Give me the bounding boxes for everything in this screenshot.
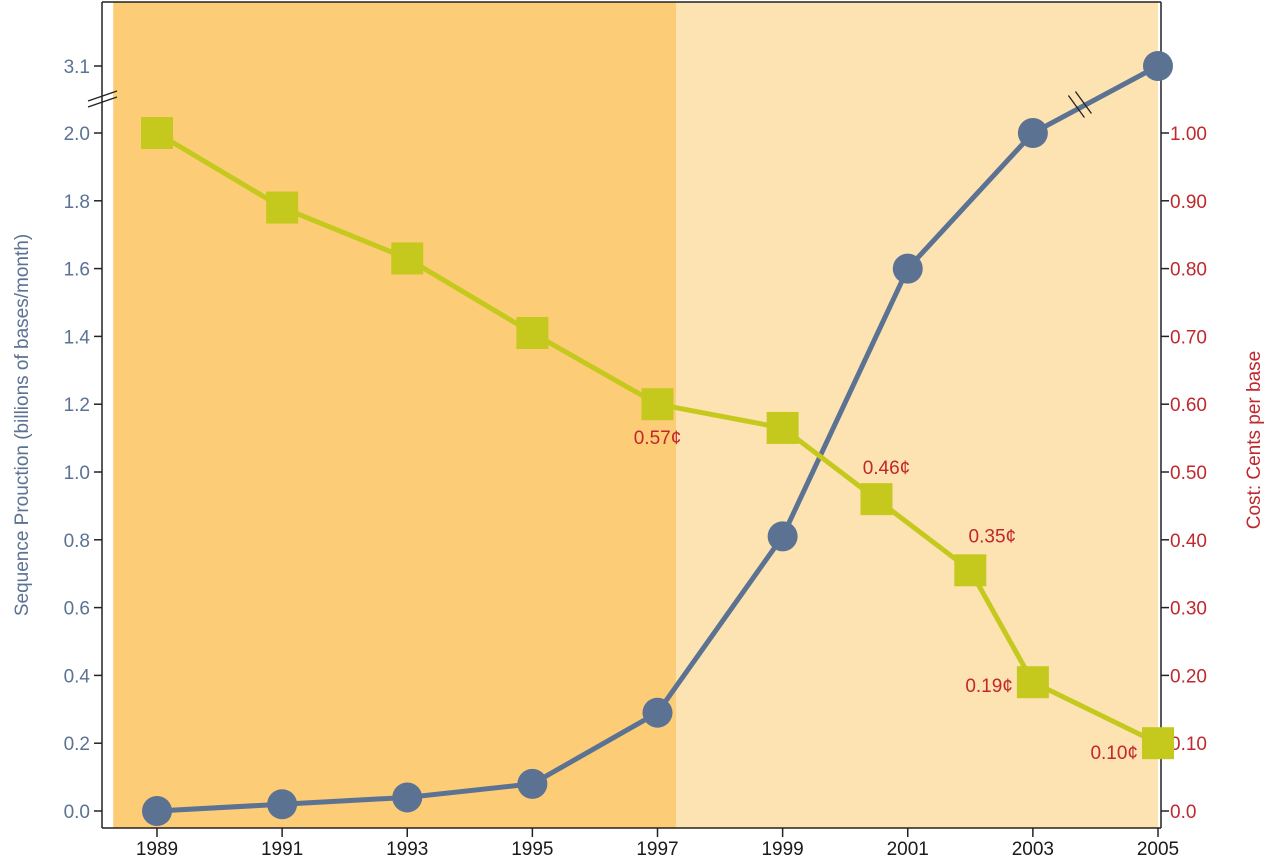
y-left-tick-label: 3.1 [64, 57, 90, 78]
cost-annotation: 0.46¢ [863, 458, 911, 479]
data-point [266, 191, 299, 224]
data-point [141, 117, 173, 149]
data-point [642, 697, 673, 728]
data-point [766, 411, 799, 444]
data-point [267, 789, 298, 820]
cost-annotation: 0.19¢ [965, 676, 1013, 697]
y-left-tick-label: 0.6 [64, 599, 90, 620]
data-point [767, 521, 798, 552]
series-layer [141, 51, 1174, 826]
y-left-tick-label: 0.2 [64, 734, 90, 755]
y-left-tick-label: 1.4 [64, 327, 91, 348]
labels-layer: 0.57¢ 0.46¢ 0.35¢ 0.19¢ 0.10¢ [634, 428, 1138, 764]
x-tick-label: 2003 [1012, 839, 1054, 860]
y-right-tick-label: 1.00 [1170, 124, 1207, 145]
y-left-tick-label: 2.0 [64, 124, 90, 145]
shaded-region-1 [676, 2, 1158, 828]
y-right-tick-label: 0.10 [1170, 734, 1207, 755]
data-point [641, 388, 674, 421]
x-tick-label: 1997 [636, 839, 678, 860]
x-tick-label: 1999 [761, 839, 803, 860]
y-left-tick-label: 0.0 [64, 802, 90, 823]
y-axis-left-title: Sequence Prouction (billions of bases/mo… [12, 234, 33, 616]
axes: 0.0 0.2 0.4 0.6 0.8 1.0 1.2 1.4 1.6 1.8 2.0 3.1 0.0 0… [64, 1, 1207, 860]
axis-break-mark [87, 96, 118, 108]
y-left-tick-label: 1.8 [64, 192, 90, 213]
data-point [517, 768, 548, 799]
y-right-tick-label: 0.0 [1170, 802, 1196, 823]
data-point [392, 782, 423, 813]
data-point [391, 242, 424, 275]
y-right-tick-label: 0.20 [1170, 666, 1207, 687]
data-point [860, 483, 893, 516]
data-point [1017, 118, 1048, 148]
y-right-tick-label: 0.60 [1170, 395, 1207, 416]
data-point [954, 554, 987, 587]
y-right-tick-label: 0.90 [1170, 192, 1207, 213]
data-point [1142, 727, 1174, 760]
data-point [516, 317, 549, 350]
x-tick-label: 1989 [136, 839, 178, 860]
x-tick-label: 1993 [386, 839, 428, 860]
plot-background [113, 2, 1158, 828]
y-right-tick-label: 0.70 [1170, 327, 1207, 348]
cost-annotation: 0.35¢ [969, 526, 1017, 547]
line-break-mark [1067, 95, 1085, 118]
y-axis-right-title: Cost: Cents per base [1244, 351, 1265, 529]
y-left-tick-label: 1.2 [64, 395, 90, 416]
y-left-tick-label: 0.8 [64, 531, 90, 552]
cost-annotation: 0.10¢ [1090, 743, 1138, 764]
y-left-tick-label: 0.4 [64, 666, 91, 687]
y-left-tick-label: 1.6 [64, 260, 90, 281]
axis-break-mark [87, 90, 118, 102]
y-right-tick-label: 0.40 [1170, 531, 1207, 552]
data-point [892, 253, 923, 284]
x-tick-label: 2001 [887, 839, 929, 860]
cost-annotation: 0.57¢ [634, 428, 682, 449]
series-line-1 [155, 130, 1160, 746]
x-tick-label: 1995 [511, 839, 553, 860]
x-tick-label: 2005 [1137, 839, 1179, 860]
y-left-tick-label: 1.0 [64, 463, 90, 484]
x-tick-label: 1991 [261, 839, 303, 860]
data-point [142, 796, 172, 826]
data-point [1016, 666, 1049, 699]
shaded-region-0 [113, 2, 677, 828]
y-right-tick-label: 0.80 [1170, 260, 1207, 281]
line-break-mark [1074, 91, 1092, 114]
data-point [1143, 51, 1173, 81]
y-right-tick-label: 0.30 [1170, 599, 1207, 620]
y-right-tick-label: 0.50 [1170, 463, 1207, 484]
